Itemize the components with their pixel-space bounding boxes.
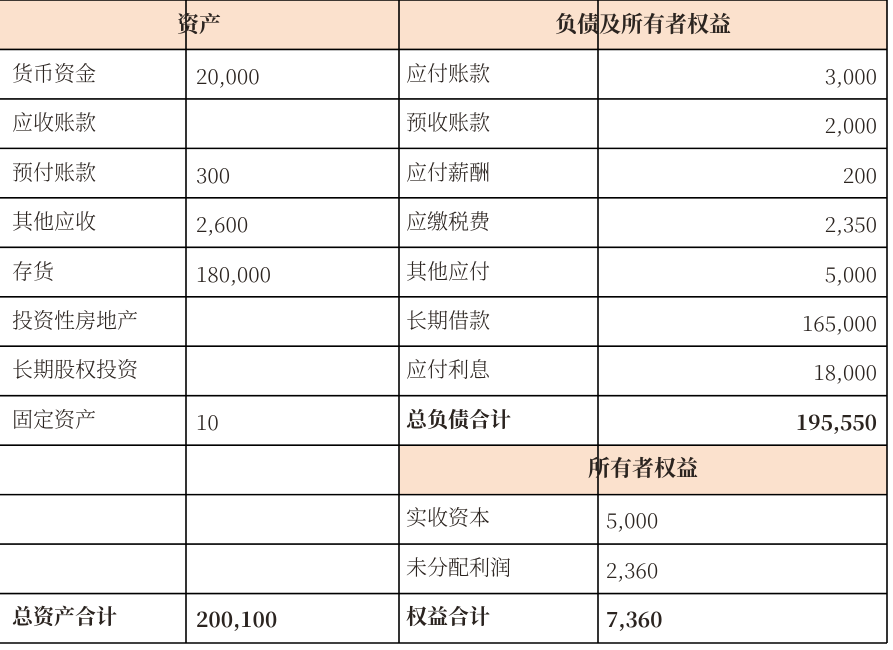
svg-text:5,000: 5,000 <box>606 505 658 535</box>
svg-text:应缴税费: 应缴税费 <box>406 206 491 236</box>
svg-text:7,360: 7,360 <box>606 604 663 634</box>
svg-text:投资性房地产: 投资性房地产 <box>12 305 138 335</box>
svg-text:165,000: 165,000 <box>802 308 877 338</box>
svg-text:应付账款: 应付账款 <box>406 58 490 88</box>
svg-text:2,350: 2,350 <box>825 209 877 239</box>
svg-text:权益合计: 权益合计 <box>406 601 490 631</box>
svg-text:应付薪酬: 应付薪酬 <box>406 157 490 187</box>
svg-text:180,000: 180,000 <box>196 259 271 289</box>
svg-text:总资产合计: 总资产合计 <box>12 601 117 631</box>
svg-text:应收账款: 应收账款 <box>12 107 96 137</box>
svg-text:负债及所有者权益: 负债及所有者权益 <box>555 8 731 39</box>
svg-text:实收资本: 实收资本 <box>406 502 490 532</box>
svg-text:18,000: 18,000 <box>813 357 877 387</box>
svg-text:货币资金: 货币资金 <box>12 58 96 88</box>
svg-text:未分配利润: 未分配利润 <box>406 552 511 582</box>
svg-text:3,000: 3,000 <box>825 61 877 91</box>
svg-text:所有者权益: 所有者权益 <box>588 452 698 483</box>
svg-text:其他应收: 其他应收 <box>12 206 96 236</box>
svg-text:存货: 存货 <box>12 256 55 286</box>
svg-text:300: 300 <box>196 160 230 190</box>
svg-text:预收账款: 预收账款 <box>406 107 490 137</box>
svg-text:2,000: 2,000 <box>825 110 877 140</box>
svg-text:2,360: 2,360 <box>606 555 658 585</box>
svg-text:长期借款: 长期借款 <box>406 305 490 335</box>
svg-text:200,100: 200,100 <box>196 604 277 634</box>
svg-text:5,000: 5,000 <box>825 259 877 289</box>
svg-text:总负债合计: 总负债合计 <box>406 404 511 434</box>
svg-text:长期股权投资: 长期股权投资 <box>12 354 138 384</box>
svg-text:资产: 资产 <box>177 8 221 39</box>
svg-text:20,000: 20,000 <box>196 61 260 91</box>
svg-text:195,550: 195,550 <box>796 407 877 437</box>
svg-text:200: 200 <box>843 160 877 190</box>
svg-text:固定资产: 固定资产 <box>12 404 96 434</box>
svg-text:2,600: 2,600 <box>196 209 248 239</box>
svg-text:10: 10 <box>196 407 219 437</box>
svg-text:预付账款: 预付账款 <box>12 157 96 187</box>
svg-text:应付利息: 应付利息 <box>406 354 491 384</box>
svg-text:其他应付: 其他应付 <box>406 256 490 286</box>
